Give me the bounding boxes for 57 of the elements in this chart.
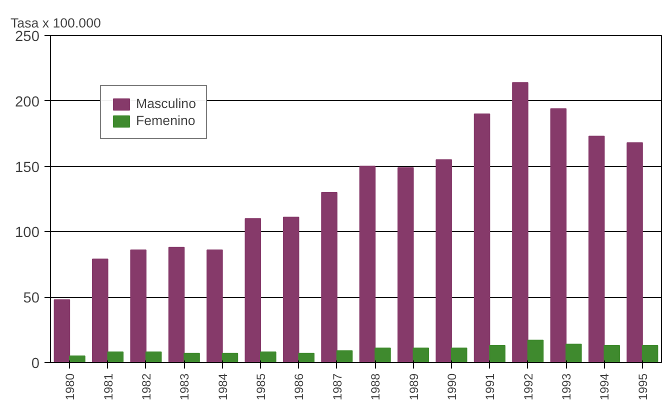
bar xyxy=(321,192,338,362)
x-tick-label: 1988 xyxy=(368,373,383,400)
x-tick-label: 1991 xyxy=(483,373,498,400)
y-axis-title: Tasa x 100.000 xyxy=(10,16,101,30)
x-tick-label: 1983 xyxy=(178,373,192,400)
bar xyxy=(642,344,658,362)
x-tick-label: 1994 xyxy=(598,373,612,400)
bar xyxy=(282,216,300,362)
x-tick-label: 1987 xyxy=(330,373,344,400)
bar xyxy=(604,344,620,362)
x-tick-label: 1982 xyxy=(139,373,154,400)
bar xyxy=(222,352,238,362)
x-tick-label: 1995 xyxy=(636,373,650,400)
y-tick-label: 200 xyxy=(15,94,40,110)
y-tick-label: 50 xyxy=(23,290,40,307)
legend-label: Masculino xyxy=(136,96,196,111)
x-tick-label: 1980 xyxy=(63,373,78,400)
bar xyxy=(54,299,70,362)
bar xyxy=(550,108,567,362)
bar xyxy=(489,344,506,362)
y-tick-label: 150 xyxy=(15,160,40,176)
x-tick-label: 1984 xyxy=(216,373,230,400)
y-tick-label: 0 xyxy=(31,356,40,372)
x-tick-label: 1989 xyxy=(406,373,421,400)
bar xyxy=(450,348,468,362)
bar xyxy=(145,352,162,362)
x-tick-label: 1992 xyxy=(521,373,536,400)
bar xyxy=(206,250,223,362)
bar xyxy=(566,344,582,362)
bar xyxy=(92,258,108,362)
bar xyxy=(374,348,391,362)
bar xyxy=(512,82,528,362)
bar xyxy=(336,350,353,362)
bar xyxy=(626,142,643,362)
bar xyxy=(588,136,605,362)
bar xyxy=(398,167,414,362)
bar xyxy=(130,250,146,362)
bar xyxy=(244,218,262,362)
bar xyxy=(474,113,490,362)
y-tick-label: 100 xyxy=(15,225,40,242)
x-tick-label: 1986 xyxy=(292,373,306,400)
bar xyxy=(527,340,544,362)
bar xyxy=(412,348,430,362)
bar xyxy=(168,246,185,362)
x-tick-label: 1985 xyxy=(254,373,268,400)
bar xyxy=(107,352,124,362)
bar xyxy=(359,166,376,362)
bar xyxy=(69,355,86,362)
bar xyxy=(436,159,452,362)
bar xyxy=(260,352,276,362)
y-tick-label: 250 xyxy=(15,29,40,45)
bar xyxy=(184,352,200,362)
x-tick-label: 1990 xyxy=(444,373,459,400)
x-tick-label: 1993 xyxy=(560,373,574,400)
x-tick-label: 1981 xyxy=(101,373,116,400)
bar xyxy=(298,352,314,362)
legend-label: Femenino xyxy=(136,113,196,128)
